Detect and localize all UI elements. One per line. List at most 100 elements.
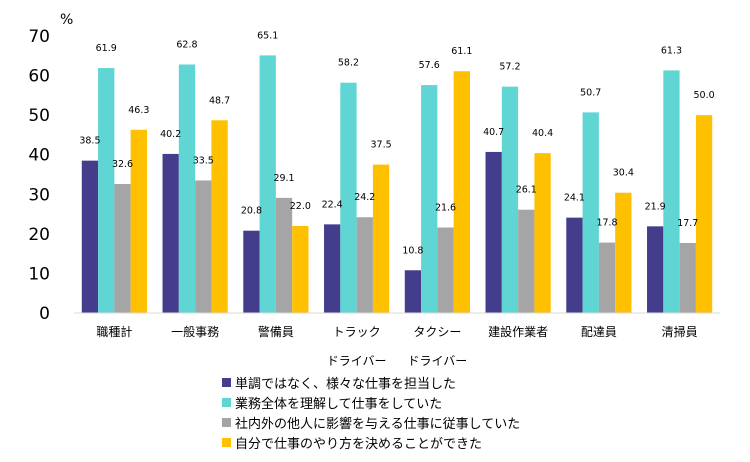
bar-series-2: [340, 82, 357, 313]
bar-series-2: [98, 68, 115, 313]
bar-series-4: [130, 129, 147, 313]
data-label: 50.0: [693, 90, 714, 101]
category-label: 一般事務: [171, 324, 219, 339]
data-label: 50.7: [580, 87, 601, 98]
data-label: 21.6: [435, 203, 456, 214]
bars: [81, 55, 713, 314]
bar-series-3: [356, 217, 373, 313]
legend-label: 社内外の他人に影響を与える仕事に従事していた: [235, 416, 521, 432]
category-label: タクシー: [413, 325, 461, 339]
data-label: 40.7: [483, 127, 504, 138]
data-label: 10.8: [402, 245, 423, 256]
data-label: 20.8: [241, 206, 262, 217]
bar-series-2: [421, 85, 438, 313]
bar-series-3: [598, 242, 616, 313]
legend-swatch: [222, 437, 231, 447]
data-label: 61.3: [661, 45, 682, 56]
bar-series-2: [178, 64, 196, 314]
bar-series-4: [211, 120, 228, 313]
bar-series-4: [453, 71, 470, 313]
data-label: 29.1: [273, 173, 294, 184]
data-label: 22.0: [290, 201, 311, 212]
legend-label: 単調ではなく、様々な仕事を担当した: [235, 376, 457, 392]
bar-series-1: [243, 230, 260, 313]
data-label: 17.7: [677, 218, 698, 229]
data-label: 30.4: [613, 168, 634, 179]
y-tick-label: 70: [28, 27, 50, 47]
legend-swatch: [222, 417, 231, 427]
category-label: 清掃員: [662, 324, 698, 339]
y-axis-unit: %: [60, 12, 73, 28]
bar-series-2: [582, 112, 599, 314]
data-label: 24.2: [354, 192, 375, 203]
bar-series-4: [534, 153, 551, 313]
category-label: 建設作業者: [488, 324, 548, 339]
data-label: 38.5: [79, 136, 100, 147]
category-sublabel: ドライバー: [327, 354, 387, 368]
data-label: 26.1: [516, 185, 537, 196]
category-label: 職種計: [96, 324, 132, 339]
data-label: 62.8: [176, 39, 197, 50]
legend-swatch: [222, 377, 231, 387]
legend: 単調ではなく、様々な仕事を担当した 業務全体を理解して仕事をしていた社内外の他人に…: [222, 372, 520, 452]
bar-series-3: [679, 242, 696, 313]
data-label: 65.1: [257, 30, 278, 41]
y-tick-label: 50: [28, 106, 50, 126]
category-label: 配達員: [581, 325, 617, 339]
y-tick-label: 40: [28, 146, 50, 166]
data-label: 32.6: [112, 159, 133, 170]
y-tick-label: 0: [39, 304, 50, 324]
bar-series-1: [404, 270, 422, 313]
category-label: 警備員: [258, 324, 294, 339]
data-label: 33.5: [193, 155, 214, 166]
legend-item: 単調ではなく、様々な仕事を担当した: [222, 372, 520, 392]
data-label: 61.1: [451, 46, 472, 57]
y-tick-label: 30: [28, 185, 50, 205]
data-label: 48.7: [209, 95, 230, 106]
bar-series-2: [259, 55, 276, 313]
data-label: 40.2: [160, 129, 181, 140]
bar-series-3: [114, 184, 131, 313]
data-label: 17.8: [596, 218, 617, 229]
bar-series-1: [162, 153, 179, 313]
bar-series-2: [501, 86, 519, 314]
bar-series-1: [647, 226, 664, 313]
data-label: 57.2: [499, 62, 520, 73]
y-axis-ticks: 0 10 20 30 40 50 60 70: [28, 27, 50, 324]
data-label: 40.4: [532, 128, 553, 139]
category-sublabel: ドライバー: [407, 354, 467, 368]
data-label: 37.5: [370, 140, 391, 151]
y-tick-label: 20: [28, 225, 50, 245]
data-label: 21.9: [645, 201, 666, 212]
bar-series-1: [566, 217, 583, 313]
bar-series-3: [437, 227, 454, 313]
bar-series-1: [81, 160, 99, 313]
bar-series-1: [324, 224, 341, 313]
bar-series-4: [695, 115, 713, 313]
data-label: 22.4: [322, 199, 343, 210]
data-label: 58.2: [338, 58, 359, 69]
data-label: 61.9: [96, 43, 117, 54]
bar-series-1: [485, 151, 502, 313]
legend-swatch: [222, 397, 231, 407]
legend-label: 自分で仕事のやり方を決めることができた: [235, 436, 483, 452]
y-tick-label: 10: [28, 264, 50, 284]
bar-series-3: [195, 180, 212, 313]
category-label: トラック: [333, 325, 381, 339]
legend-label: 業務全体を理解して仕事をしていた: [235, 396, 443, 412]
data-label: 57.6: [419, 60, 440, 71]
data-label: 24.1: [564, 193, 585, 204]
y-tick-label: 60: [28, 67, 50, 87]
legend-item: 社内外の他人に影響を与える仕事に従事していた: [222, 412, 520, 432]
bar-series-4: [372, 164, 390, 313]
bar-series-4: [292, 225, 309, 313]
legend-item: 自分で仕事のやり方を決めることができた: [222, 432, 520, 452]
data-label: 46.3: [128, 105, 149, 116]
data-labels: 38.5 61.9 32.6 46.3 40.2 62.8 33.5 48.7 20.8 65.1…: [79, 30, 714, 256]
bar-series-3: [518, 209, 535, 313]
legend-item: 業務全体を理解して仕事をしていた: [222, 392, 520, 412]
bar-series-4: [615, 192, 632, 313]
bar-series-2: [663, 70, 680, 314]
